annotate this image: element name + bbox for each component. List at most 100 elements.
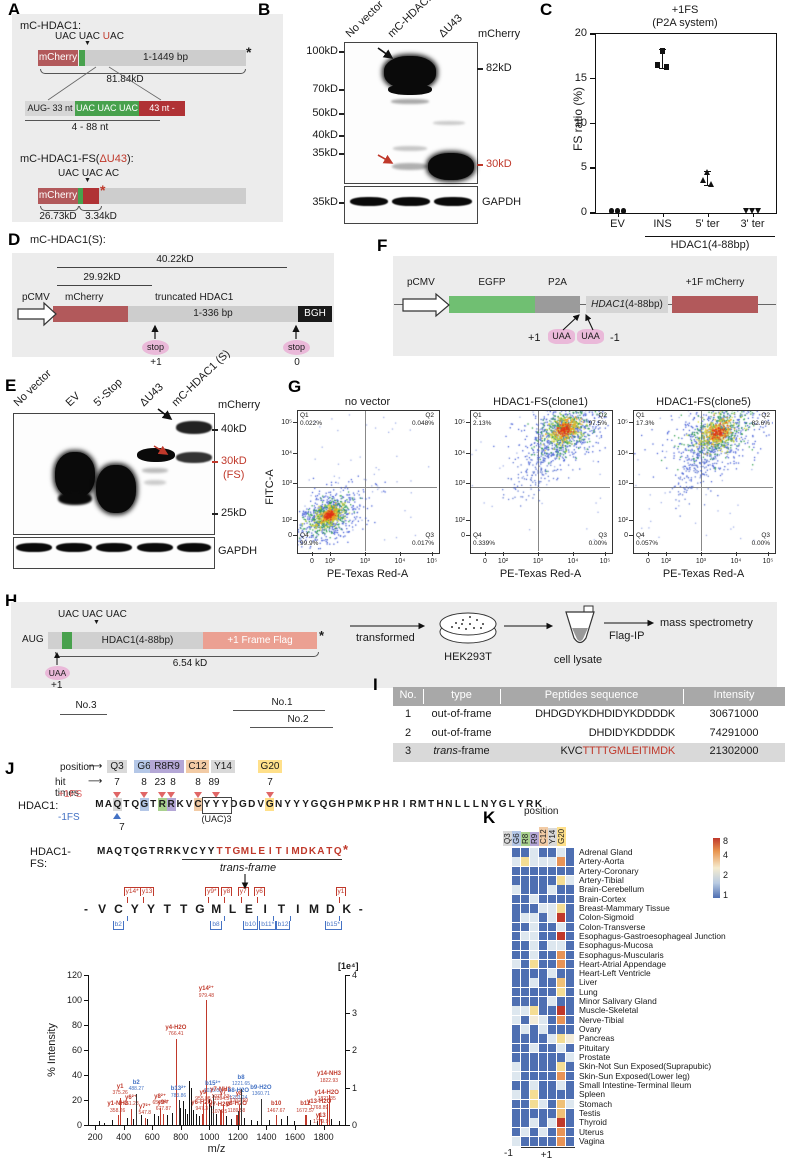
heatmap-row-label: Prostate <box>579 1052 611 1063</box>
spec-x-axis-title: m/z <box>207 1143 226 1155</box>
right-arrow-icon: ⟶ <box>88 761 103 772</box>
position-row-label: position <box>60 762 95 773</box>
mw-marker: 40kD <box>312 129 338 141</box>
plus1-site-triangle-icon <box>158 792 167 798</box>
heatmap-cell <box>512 1090 521 1099</box>
heatmap-cell <box>530 1025 539 1034</box>
heatmap-cell <box>557 894 566 904</box>
peptide-char: L <box>228 902 237 916</box>
mcherry-box: mCherry <box>38 188 78 204</box>
heatmap-cell <box>566 922 575 932</box>
fs-sequence-char: A <box>106 846 114 857</box>
spec-peak <box>199 1116 201 1125</box>
quadrant-label: Q3 <box>598 532 607 539</box>
flow-x-tick-label: 10⁴ <box>394 558 406 565</box>
sequence-char: Y <box>212 799 220 810</box>
x-category-label: 3' ter <box>740 218 765 230</box>
heatmap-cell <box>566 875 575 885</box>
heatmap-cell <box>539 922 548 932</box>
hit-times-value: 23 <box>154 777 166 788</box>
cell-sequence: KVCTTTTGMLEITIMDK <box>560 745 675 757</box>
flow-plot-frame <box>633 410 776 554</box>
flow-x-axis-title: PE-Texas Red-A <box>326 568 409 580</box>
heatmap-cell <box>548 894 557 904</box>
heatmap-cell <box>548 978 557 988</box>
heatmap-cell <box>521 1025 530 1034</box>
y-tick-label: 10 <box>574 116 587 129</box>
fs-sequence-char: I <box>285 846 289 857</box>
flow-y-tick-label: 10² <box>454 517 465 525</box>
peptide-char: M <box>309 902 320 916</box>
heatmap-cell <box>512 1062 521 1071</box>
flow-x-tick-label: 10⁴ <box>567 558 579 565</box>
spec-peak-labeled <box>220 1110 222 1125</box>
heatmap-legend-gradient <box>713 838 720 898</box>
b-ion-tick <box>338 916 340 921</box>
flow-y-tick <box>293 422 297 424</box>
heatmap-row-label: Esophagus-Muscularis <box>579 949 664 960</box>
spec-peak-labeled <box>117 1115 119 1125</box>
heatmap-cell <box>521 931 530 941</box>
stop-codon-badge: stop <box>142 340 169 355</box>
column-header: type <box>423 689 501 704</box>
sequence-char: K <box>176 799 184 810</box>
heatmap-cell <box>530 848 539 857</box>
sequence-char: Y <box>284 799 291 810</box>
spec-y-tick <box>84 975 88 976</box>
flow-y-tick <box>466 520 470 522</box>
hit-times-value: 7 <box>114 777 120 788</box>
heatmap-cell <box>566 857 575 866</box>
heatmap-row-label: Colon-Transverse <box>579 921 646 932</box>
spec-y-tick-label: 0 <box>76 1120 82 1130</box>
spec-x-tick <box>237 1126 239 1130</box>
spec-peak-label: y4-H2O 766.41 <box>165 1024 187 1038</box>
heatmap-cell <box>512 857 521 866</box>
spec-y-tick <box>84 1025 88 1026</box>
cell-sequence: DHDGDYKDHDIDYKDDDDK <box>535 708 675 720</box>
heatmap-cell <box>548 1006 557 1016</box>
heatmap-cell <box>530 969 539 978</box>
quadrant-percent: 0.339% <box>473 540 496 547</box>
heatmap-cell <box>566 1043 575 1053</box>
spec-y-tick-label: 20 <box>71 1095 82 1105</box>
fs-sequence-char: C <box>190 846 198 857</box>
flow-y-tick <box>466 453 470 455</box>
mw-marker: 35kD <box>312 196 338 208</box>
band <box>388 84 432 95</box>
mw-marker: 100kD <box>306 45 338 57</box>
heatmap-legend-tick: 1 <box>723 890 729 900</box>
heatmap-cell <box>521 1006 530 1016</box>
heatmap-cell <box>512 1043 521 1053</box>
heatmap-cell <box>512 1006 521 1016</box>
spec-peak-label: b13²⁺ 783.86 <box>170 1086 187 1099</box>
heatmap-cell <box>512 1071 521 1081</box>
heatmap-cell <box>557 866 566 876</box>
bracket-label: HDAC1(4-88bp) <box>670 239 750 251</box>
flow-y-tick-label: 10³ <box>617 479 628 487</box>
peptide-char: E <box>244 902 253 916</box>
heatmap-cell <box>557 950 566 960</box>
heatmap-cell <box>566 1108 575 1118</box>
construct2-name: mC-HDAC1-FS(ΔU43): <box>20 153 134 165</box>
spec-peak-labeled <box>305 1115 307 1125</box>
sequence-char: L <box>463 799 470 810</box>
sequence-char: Y <box>517 799 524 810</box>
spec-peak <box>210 1106 212 1125</box>
heatmap-cell <box>557 931 566 941</box>
flow-y-tick <box>293 482 297 484</box>
heatmap-cell <box>530 857 539 866</box>
data-point <box>659 48 666 54</box>
heatmap-cell <box>539 1099 548 1109</box>
spec-r-tick <box>346 1050 350 1051</box>
fs-sequence-char: A <box>317 846 325 857</box>
flow-x-tick <box>329 552 331 556</box>
fs-peptide-box <box>83 188 99 204</box>
heatmap-cell <box>566 969 575 978</box>
sequence-char: D <box>248 799 256 810</box>
band-faint <box>433 121 465 125</box>
y-ion-label: y14* <box>123 887 141 896</box>
x-tick <box>707 213 709 217</box>
sequence-char: P <box>373 799 381 810</box>
construct-name: mC-HDAC1(S): <box>30 234 106 246</box>
flow-x-tick-label: 10² <box>660 558 672 565</box>
